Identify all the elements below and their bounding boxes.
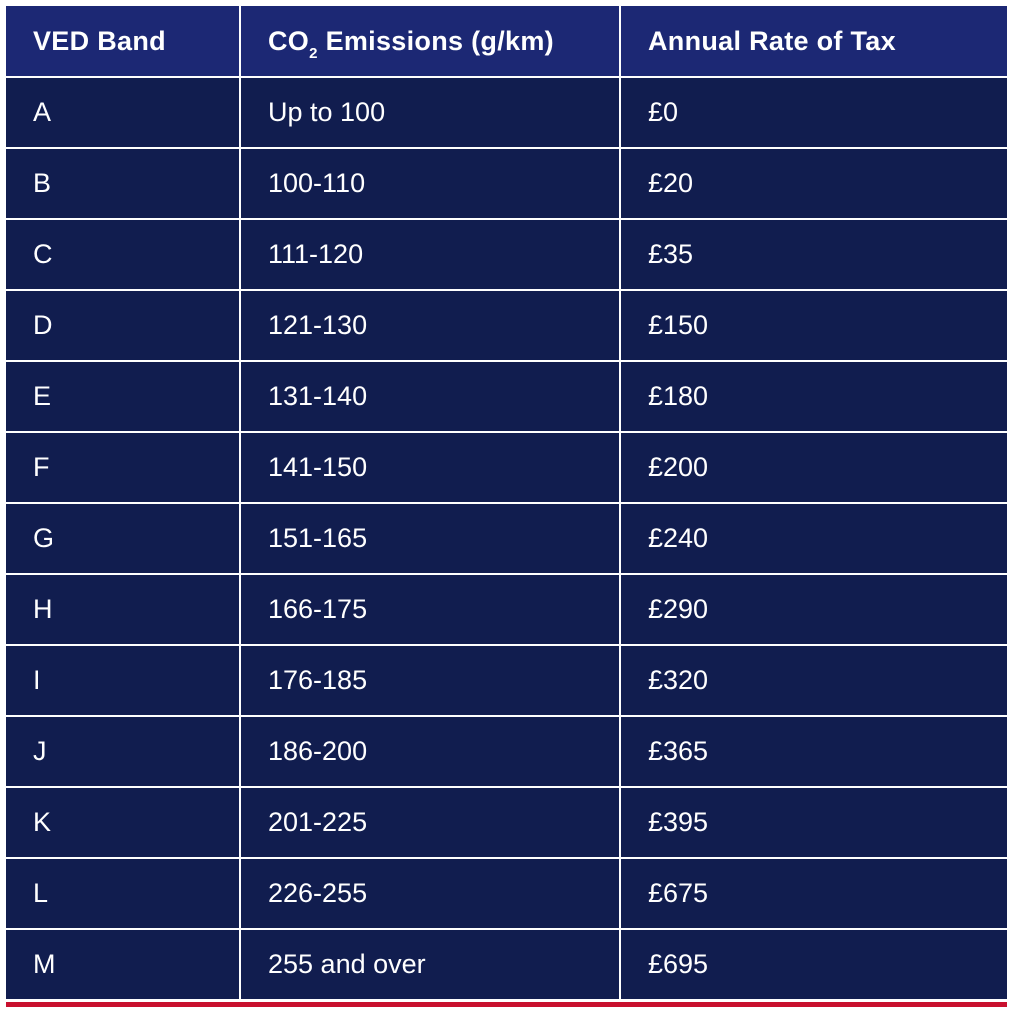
cell-rate: £200 (619, 431, 1007, 504)
header-annual-rate: Annual Rate of Tax (619, 6, 1007, 78)
table-row: D 121-130 £150 (6, 289, 1007, 362)
ved-tax-table: VED Band CO2 Emissions (g/km) Annual Rat… (6, 6, 1007, 1001)
cell-band: I (6, 644, 241, 717)
cell-emissions: 226-255 (239, 857, 621, 930)
cell-rate: £240 (619, 502, 1007, 575)
cell-emissions: 141-150 (239, 431, 621, 504)
cell-band: F (6, 431, 241, 504)
cell-band: E (6, 360, 241, 433)
cell-rate: £20 (619, 147, 1007, 220)
cell-band: H (6, 573, 241, 646)
cell-emissions: 111-120 (239, 218, 621, 291)
cell-emissions: 131-140 (239, 360, 621, 433)
table-row: I 176-185 £320 (6, 644, 1007, 717)
cell-rate: £365 (619, 715, 1007, 788)
cell-emissions: 255 and over (239, 928, 621, 1001)
cell-rate: £150 (619, 289, 1007, 362)
cell-emissions: 166-175 (239, 573, 621, 646)
table-row: A Up to 100 £0 (6, 76, 1007, 149)
cell-rate: £395 (619, 786, 1007, 859)
cell-emissions: Up to 100 (239, 76, 621, 149)
header-emissions-label: Emissions (g/km) (317, 25, 554, 56)
cell-emissions: 121-130 (239, 289, 621, 362)
cell-rate: £0 (619, 76, 1007, 149)
table-row: K 201-225 £395 (6, 786, 1007, 859)
cell-emissions: 176-185 (239, 644, 621, 717)
header-co2-subscript: 2 (309, 44, 318, 62)
cell-band: M (6, 928, 241, 1001)
header-co2-label: CO (268, 25, 310, 56)
header-ved-band: VED Band (6, 6, 241, 78)
cell-emissions: 201-225 (239, 786, 621, 859)
cell-rate: £290 (619, 573, 1007, 646)
cell-band: B (6, 147, 241, 220)
table-row: L 226-255 £675 (6, 857, 1007, 930)
cell-band: G (6, 502, 241, 575)
table-row: E 131-140 £180 (6, 360, 1007, 433)
cell-band: L (6, 857, 241, 930)
header-co2-emissions: CO2 Emissions (g/km) (239, 6, 621, 78)
cell-rate: £35 (619, 218, 1007, 291)
table-row: F 141-150 £200 (6, 431, 1007, 504)
table-row: M 255 and over £695 (6, 928, 1007, 1001)
cell-band: K (6, 786, 241, 859)
table-row: C 111-120 £35 (6, 218, 1007, 291)
cell-band: C (6, 218, 241, 291)
table-row: H 166-175 £290 (6, 573, 1007, 646)
table-header-row: VED Band CO2 Emissions (g/km) Annual Rat… (6, 6, 1007, 78)
cell-band: A (6, 76, 241, 149)
cell-emissions: 151-165 (239, 502, 621, 575)
cell-band: J (6, 715, 241, 788)
table-row: J 186-200 £365 (6, 715, 1007, 788)
cell-rate: £675 (619, 857, 1007, 930)
ved-tax-table-container: VED Band CO2 Emissions (g/km) Annual Rat… (6, 6, 1007, 1001)
cell-rate: £320 (619, 644, 1007, 717)
cell-emissions: 186-200 (239, 715, 621, 788)
table-row: G 151-165 £240 (6, 502, 1007, 575)
cell-emissions: 100-110 (239, 147, 621, 220)
table-row: B 100-110 £20 (6, 147, 1007, 220)
cell-band: D (6, 289, 241, 362)
cell-rate: £695 (619, 928, 1007, 1001)
cell-rate: £180 (619, 360, 1007, 433)
bottom-accent-rule (6, 1002, 1007, 1007)
